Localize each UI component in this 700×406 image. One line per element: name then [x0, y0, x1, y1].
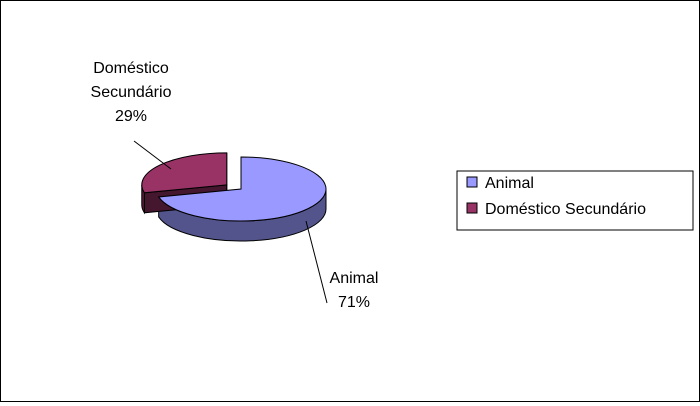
legend-label-animal: Animal [485, 175, 534, 192]
legend-swatch-domestico-secundario [466, 202, 478, 214]
data-label-name-domestico-secundario: Secundário [91, 84, 172, 101]
leader-line-animal [305, 220, 328, 304]
pie-slice-domestico-secundario [141, 152, 228, 194]
pie-plot-area [141, 152, 327, 242]
legend: Animal Doméstico Secundário [456, 170, 694, 231]
legend-box [456, 170, 694, 231]
data-label-value-animal: 71% [338, 294, 370, 311]
data-label-group: Animal 71% Doméstico Secundário 29% [91, 60, 379, 311]
data-label-value-domestico-secundario: 29% [115, 108, 147, 125]
pie-slice-animal [157, 156, 327, 222]
data-label-name-domestico-secundario: Doméstico [93, 60, 169, 77]
data-label-name-animal: Animal [330, 270, 379, 287]
leader-line-domestico-secundario [133, 140, 172, 170]
legend-label-domestico-secundario: Doméstico Secundário [485, 201, 646, 218]
legend-swatch-animal [466, 176, 478, 188]
